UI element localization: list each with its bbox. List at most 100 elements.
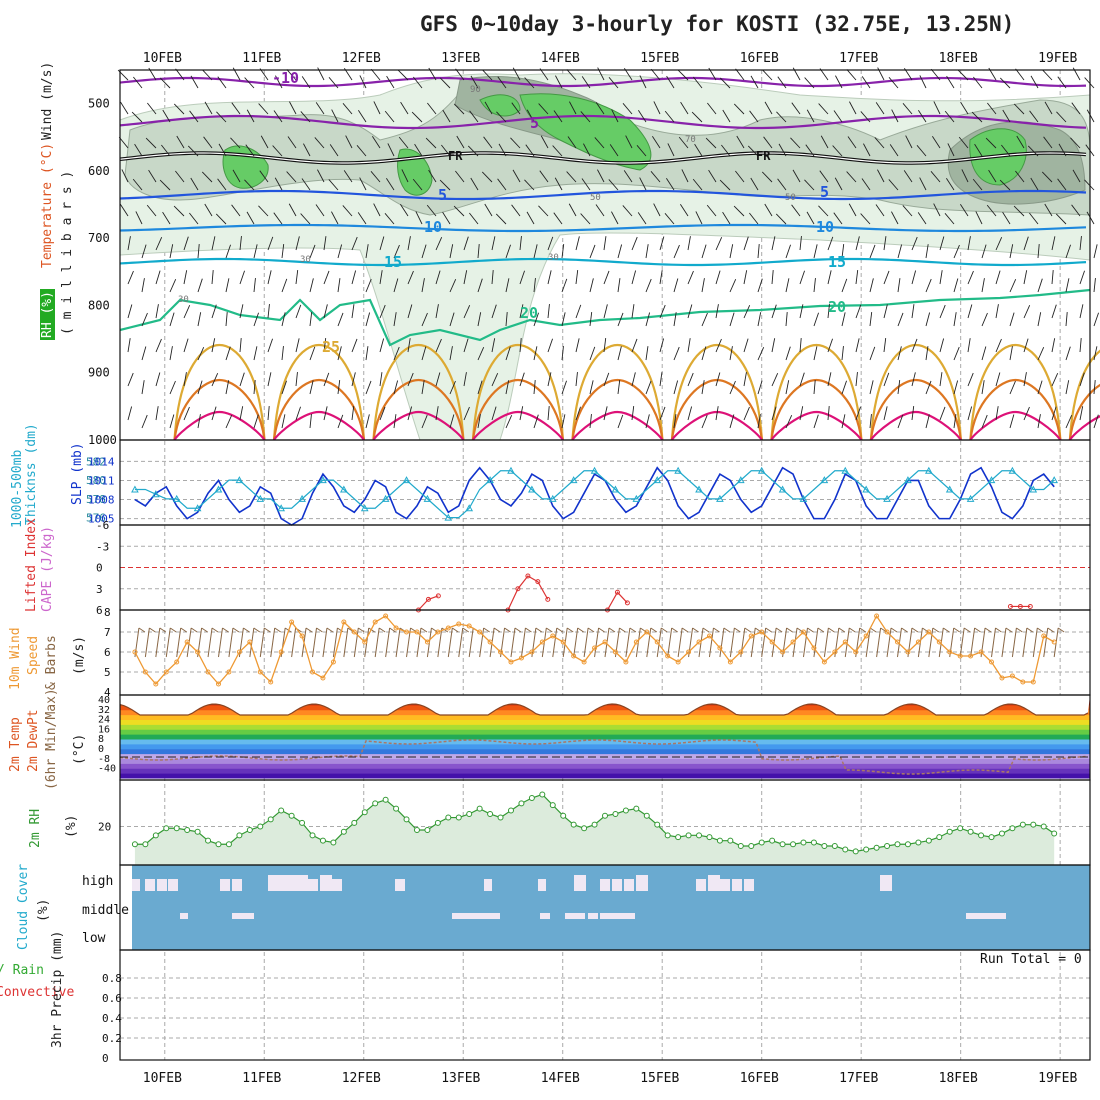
wind-barb [975,211,983,225]
wind-barb [1079,236,1082,251]
cloud-high-block [600,879,610,891]
wind-barb [673,244,680,259]
rh2m-marker [288,812,295,819]
wind-barb [317,67,325,81]
thickness-marker [653,476,662,484]
wind-barb [897,380,901,395]
wind-speed-marker [999,675,1005,681]
wind-barb [1056,111,1067,123]
wind-barb [1093,346,1098,361]
wind-barb [575,372,578,387]
wind-barb-flag [546,627,553,633]
wind-barb [925,380,932,395]
wind-barb [365,380,372,395]
rh2m-marker [445,814,452,821]
wind-barb [133,76,143,89]
wind-speed-marker [236,649,242,655]
wind-barb [225,346,231,361]
wind-barb [337,312,344,327]
wind-barb [477,278,483,293]
li-tick-label: 3 [96,583,103,596]
wind-barb [267,372,272,387]
wind-barb [135,211,143,225]
panel-border [119,949,1091,1061]
wind-barb [806,211,815,225]
thickness-marker [193,504,202,512]
rh2m-marker [351,819,358,826]
wind-barb [267,270,272,285]
wind-barb [281,244,285,259]
wind-barb [267,236,274,251]
wind-barb [295,406,301,421]
wind-barb [197,414,201,429]
li-marker [435,593,441,599]
wind-speed-marker [372,619,378,625]
wind-barb [603,406,608,421]
wind-barb [370,170,381,183]
wind-barb [197,278,203,293]
isotherm-label: 5 [820,183,829,201]
rh2m-marker [570,821,577,828]
wind-barb [959,204,969,217]
wind-barb [827,372,832,387]
wind-speed-marker [894,639,900,645]
rh2m-marker [894,841,901,848]
wind-barb [351,304,355,319]
wind-barb [981,312,988,327]
wind-barb [211,304,217,319]
pressure-tick-label: 700 [88,231,110,245]
wind-barb-flag [358,627,365,633]
wind-barb [827,304,830,319]
wind-barb-10m [228,627,234,658]
slp-y-title-thick: 1000-500mb [10,449,25,528]
wind-barb-flag [159,627,167,633]
wind-barb [155,237,163,251]
isotherm-25 [272,343,366,441]
temp-color-band [120,734,1090,740]
wind-barb-flag [452,627,459,633]
wind-barb [813,380,816,395]
temp-color-band [120,748,1090,755]
temp-tick-label: -40 [98,764,116,775]
date-label-top: 17FEB [839,51,878,66]
wind-barb [481,171,493,183]
wind-barb [860,111,871,123]
wind-barb [300,213,311,225]
wind-speed-marker [842,639,848,645]
wind-barb [561,312,566,327]
wind-barb [841,414,846,429]
wind-barb [469,110,479,123]
wind-barb [931,136,941,149]
wind-barb [869,414,872,429]
wind-barb [239,236,242,251]
cloud-high-block [308,879,318,891]
slp-tick-label: 1014 [88,455,115,468]
wind-barb [953,312,957,327]
rh2m-marker [988,834,995,841]
rh2m-marker [330,839,337,846]
wind-barb-10m [1011,627,1017,658]
wind-speed-marker [226,669,232,675]
wind-barb [323,406,328,421]
wind-barb [827,270,832,285]
wind-barb [470,75,479,89]
rh2m-marker [842,846,849,853]
wind-barb-flag [263,627,271,633]
wind-barb [329,144,339,157]
wind-barb [505,346,511,361]
wind-barb [463,372,467,387]
rh2m-marker [810,839,817,846]
wind-barb [435,338,442,353]
wind-speed-marker [811,645,817,651]
wind-speed-marker [289,619,295,625]
wind-barb [477,312,482,327]
wind-barb [127,304,133,319]
wind-barb [639,177,647,191]
temp-tick-label: 8 [98,734,104,745]
wind-barb [581,76,591,89]
wind-barb [944,110,955,123]
date-label-bottom: 18FEB [939,1071,978,1086]
wind-barb [1055,213,1067,225]
thickness-marker [1029,485,1038,493]
wind-barb [761,171,773,183]
